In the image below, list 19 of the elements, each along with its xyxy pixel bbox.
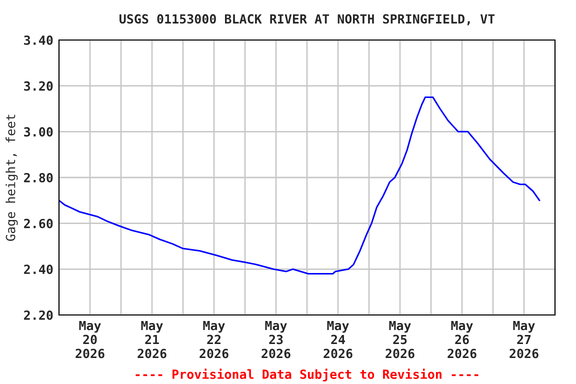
- x-tick-label: May 21 2026: [138, 320, 166, 358]
- y-tick-label: 3.00: [24, 127, 53, 137]
- x-tick-label: May 25 2026: [386, 320, 414, 358]
- y-axis-title: Gage height, feet: [6, 114, 18, 241]
- y-tick-label: 3.40: [24, 35, 53, 45]
- x-tick-label: May 24 2026: [324, 320, 352, 358]
- chart-title: USGS 01153000 BLACK RIVER AT NORTH SPRINGFIELD, VT: [120, 14, 495, 26]
- x-tick-label: May 23 2026: [262, 320, 290, 358]
- x-tick-label: May 27 2026: [510, 320, 538, 358]
- y-tick-label: 2.80: [24, 172, 53, 182]
- x-tick-label: May 26 2026: [448, 320, 476, 358]
- y-tick-label: 2.60: [24, 218, 53, 228]
- x-tick-label: May 22 2026: [200, 320, 228, 358]
- x-tick-label: May 20 2026: [76, 320, 104, 358]
- y-tick-label: 3.20: [24, 81, 53, 91]
- line-series: [59, 96, 540, 275]
- y-tick-label: 2.20: [24, 310, 53, 320]
- text: ---- Provisional Data Subject to Revision ----: [136, 368, 478, 382]
- y-tick-label: 2.40: [24, 264, 53, 274]
